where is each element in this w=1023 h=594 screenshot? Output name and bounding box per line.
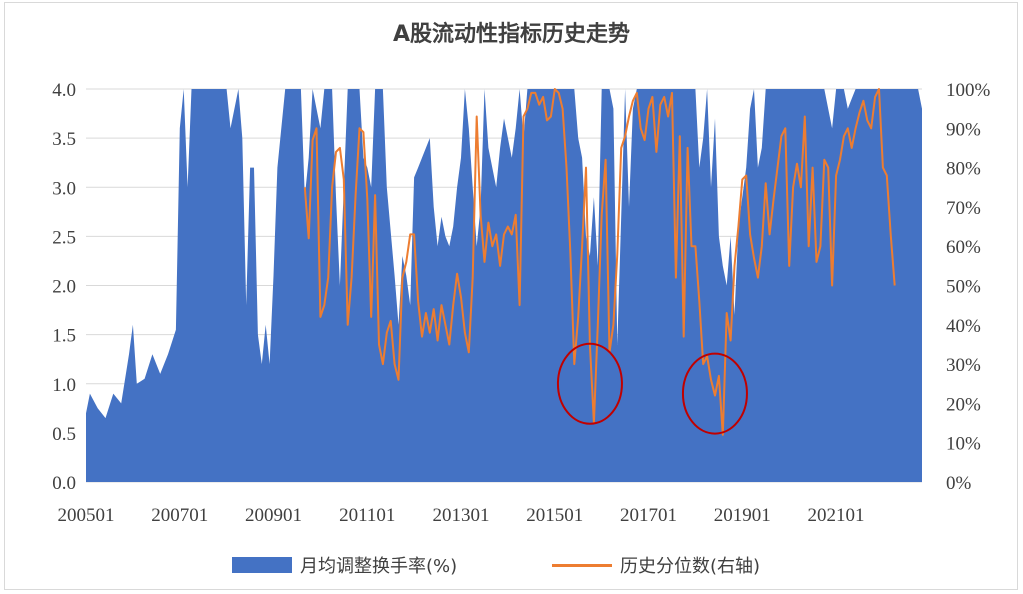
y-left-tick-label: 0.5 [52,424,76,445]
y-right-tick-label: 50% [946,277,981,298]
turnover-area [86,89,922,482]
turnover-area-layer [86,89,922,482]
legend-label-percentile: 历史分位数(右轴) [620,556,761,577]
y-axis-left: 0.0 0.5 1.0 1.5 2.0 2.5 3.0 3.5 4.0 [52,80,76,494]
y-right-tick-label: 90% [946,119,981,140]
percentile-line-layer [303,88,896,436]
y-left-tick-label: 4.0 [52,80,76,101]
legend-swatch-line [552,563,612,567]
x-tick-label: 200501 [58,505,115,526]
legend: 月均调整换手率(%) 历史分位数(右轴) [0,552,1023,582]
x-tick-label: 201701 [620,505,677,526]
y-right-tick-label: 30% [946,355,981,376]
y-right-tick-label: 60% [946,237,981,258]
annotation-circle [681,352,748,435]
x-tick-label: 201501 [526,505,583,526]
y-right-tick-label: 40% [946,316,981,337]
y-right-tick-label: 80% [946,159,981,180]
x-tick-label: 201301 [433,505,490,526]
y-left-tick-label: 2.0 [52,277,76,298]
y-right-tick-label: 20% [946,394,981,415]
legend-item-percentile: 历史分位数(右轴) [552,552,760,578]
y-left-tick-label: 1.5 [52,326,76,347]
y-right-tick-label: 0% [946,473,972,494]
y-axis-right: 0% 10% 20% 30% 40% 50% 60% 70% 80% 90% 100% [946,80,991,494]
y-left-tick-label: 2.5 [52,227,76,248]
y-left-tick-label: 3.5 [52,129,76,150]
annotation-circle [556,342,623,425]
y-right-tick-label: 100% [946,80,991,101]
x-tick-label: 200901 [245,505,302,526]
percentile-line [303,88,896,436]
annotation-layer [556,342,748,435]
x-axis: 200501 200701 200901 201101 201301 201501 2017… [58,505,865,526]
y-right-tick-label: 70% [946,198,981,219]
legend-item-turnover: 月均调整换手率(%) [232,552,457,578]
y-left-tick-label: 3.0 [52,178,76,199]
chart-title: A股流动性指标历史走势 [392,22,631,47]
x-tick-label: 200701 [151,505,208,526]
x-tick-label: 201901 [714,505,771,526]
legend-label-turnover: 月均调整换手率(%) [300,556,458,577]
x-tick-label: 201101 [339,505,395,526]
legend-swatch-area [232,557,292,573]
y-left-tick-label: 0.0 [52,473,76,494]
x-tick-label: 202101 [808,505,865,526]
y-left-tick-label: 1.0 [52,375,76,396]
y-right-tick-label: 10% [946,434,981,455]
